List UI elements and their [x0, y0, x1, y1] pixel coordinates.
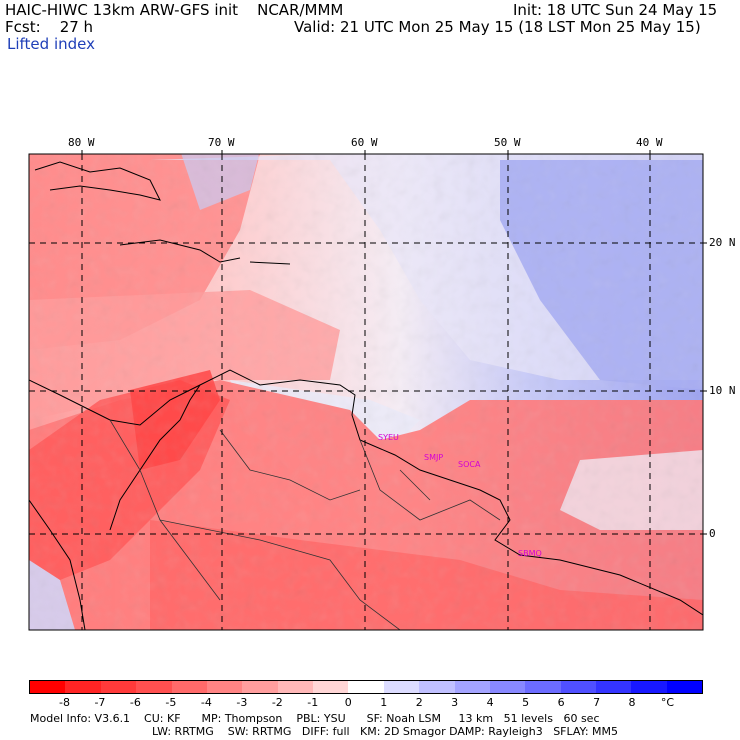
colorbar-segment — [136, 681, 172, 693]
lon-label-50w: 50 W — [494, 136, 521, 149]
lon-label-40w: 40 W — [636, 136, 663, 149]
colorbar-tick-label: 0 — [344, 696, 352, 709]
valid-time: Valid: 21 UTC Mon 25 May 15 (18 LST Mon … — [294, 18, 701, 36]
colorbar-tick-label: -4 — [200, 696, 212, 709]
forecast-hour: Fcst: 27 h — [5, 18, 94, 36]
colorbar-segment — [419, 681, 455, 693]
colorbar-segment — [277, 681, 313, 693]
model-info-line1: Model Info: V3.6.1 CU: KF MP: Thompson P… — [30, 712, 600, 725]
colorbar-tick-label: 3 — [451, 696, 459, 709]
lon-label-80w: 80 W — [68, 136, 95, 149]
colorbar-tick-label: 6 — [557, 696, 565, 709]
lon-label-70w: 70 W — [208, 136, 235, 149]
colorbar-segment — [348, 681, 384, 693]
colorbar-segment — [313, 681, 349, 693]
colorbar-segment — [596, 681, 632, 693]
colorbar-tick-label: -5 — [165, 696, 177, 709]
colorbar-tick-label: 7 — [593, 696, 601, 709]
station-label-sbmq: SBMQ — [518, 549, 542, 558]
init-time: Init: 18 UTC Sun 24 May 15 — [513, 1, 718, 19]
colorbar-tick-label: -3 — [236, 696, 248, 709]
colorbar-segment — [242, 681, 278, 693]
colorbar-segment — [100, 681, 137, 693]
colorbar-segment — [383, 681, 420, 693]
lat-label-20n: 20 N — [709, 236, 736, 249]
colorbar — [29, 680, 703, 694]
station-label-syeu: SYEU — [378, 433, 399, 442]
colorbar-segment — [454, 681, 490, 693]
colorbar-segment — [30, 681, 66, 693]
colorbar-tick-label: -6 — [129, 696, 141, 709]
model-info-line2: LW: RRTMG SW: RRTMG DIFF: full KM: 2D Sm… — [152, 725, 618, 738]
colorbar-segment — [171, 681, 207, 693]
colorbar-tick-label: °C — [660, 696, 675, 709]
station-label-smjp: SMJP — [424, 453, 443, 462]
model-title: HAIC-HIWC 13km ARW-GFS init NCAR/MMM — [5, 1, 344, 19]
colorbar-tick-label: -1 — [307, 696, 319, 709]
colorbar-tick-label: 8 — [628, 696, 636, 709]
colorbar-tick-label: -2 — [271, 696, 283, 709]
colorbar-segment — [560, 681, 596, 693]
colorbar-segment — [666, 681, 703, 693]
station-label-soca: SOCA — [458, 460, 481, 469]
colorbar-tick-label: -7 — [94, 696, 106, 709]
map-ticks — [81, 150, 707, 535]
field-name: Lifted index — [7, 35, 95, 53]
colorbar-tick-label: 2 — [415, 696, 423, 709]
lat-lon-grid — [29, 154, 703, 630]
lat-label-10n: 10 N — [709, 384, 736, 397]
lon-label-60w: 60 W — [351, 136, 378, 149]
lat-label-0: 0 — [709, 527, 716, 540]
colorbar-segment — [65, 681, 101, 693]
map-field: SYEU SMJP SOCA SBMQ — [29, 154, 703, 630]
colorbar-tick-label: 4 — [486, 696, 494, 709]
map-frame — [28, 153, 704, 631]
colorbar-segment — [489, 681, 526, 693]
colorbar-segment — [631, 681, 667, 693]
colorbar-tick-label: 1 — [380, 696, 388, 709]
colorbar-tick-label: 5 — [522, 696, 530, 709]
colorbar-segment — [206, 681, 243, 693]
colorbar-segment — [525, 681, 561, 693]
country-borders — [109, 419, 501, 630]
colorbar-tick-label: -8 — [58, 696, 70, 709]
